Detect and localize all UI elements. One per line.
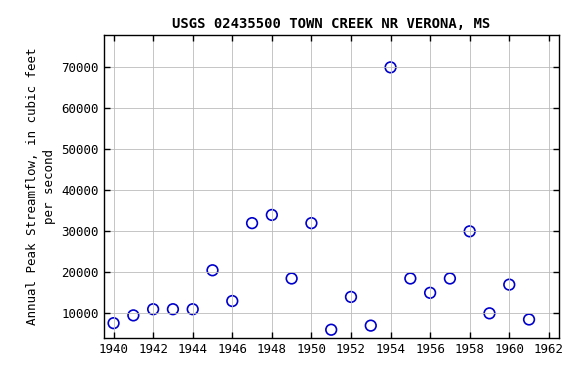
Point [524, 316, 533, 323]
Point [307, 220, 316, 226]
Point [505, 281, 514, 288]
Point [485, 310, 494, 316]
Point [168, 306, 177, 312]
Point [188, 306, 198, 312]
Point [327, 327, 336, 333]
Point [129, 312, 138, 318]
Point [228, 298, 237, 304]
Point [465, 228, 474, 234]
Point [426, 290, 435, 296]
Point [267, 212, 276, 218]
Point [149, 306, 158, 312]
Title: USGS 02435500 TOWN CREEK NR VERONA, MS: USGS 02435500 TOWN CREEK NR VERONA, MS [172, 17, 490, 31]
Point [406, 275, 415, 281]
Point [346, 294, 355, 300]
Point [208, 267, 217, 273]
Point [386, 64, 395, 70]
Y-axis label: Annual Peak Streamflow, in cubic feet
per second: Annual Peak Streamflow, in cubic feet pe… [26, 48, 56, 325]
Point [445, 275, 454, 281]
Point [287, 275, 296, 281]
Point [366, 323, 376, 329]
Point [248, 220, 257, 226]
Point [109, 320, 118, 326]
